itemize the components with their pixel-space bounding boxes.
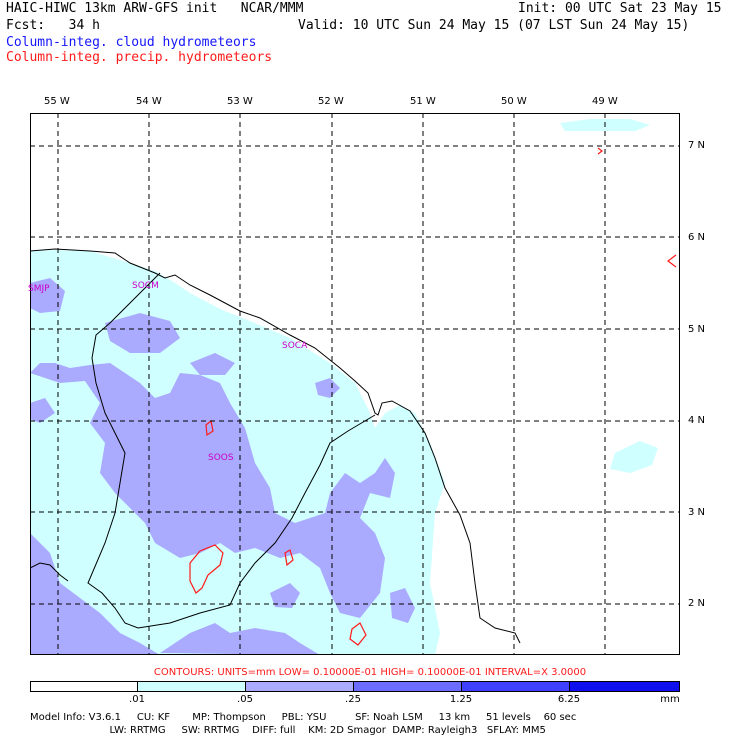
- lon-label-50w: 50 W: [501, 96, 527, 107]
- lon-label-51w: 51 W: [410, 96, 436, 107]
- field-precip-label: Column-integ. precip. hydrometeors: [6, 50, 273, 65]
- lon-label-53w: 53 W: [227, 96, 253, 107]
- lon-label-49w: 49 W: [592, 96, 618, 107]
- model-title: HAIC-HIWC 13km ARW-GFS init NCAR/MMM: [6, 1, 304, 16]
- station-soca: SOCA: [282, 341, 308, 351]
- lon-label-55w: 55 W: [44, 96, 70, 107]
- lat-label-4n: 4 N: [688, 415, 706, 426]
- colorbar-segment-1: [137, 681, 246, 692]
- forecast-hour: Fcst: 34 h: [6, 18, 100, 33]
- lat-label-7n: 7 N: [688, 140, 706, 151]
- colorbar-label-001: .01: [129, 694, 145, 705]
- colorbar-label-005: .05: [237, 694, 253, 705]
- map-frame: [30, 113, 680, 655]
- init-time: Init: 00 UTC Sat 23 May 15: [518, 1, 722, 16]
- colorbar-label-625: 6.25: [557, 694, 581, 705]
- cloud-medium-layer: [30, 278, 415, 655]
- colorbar-segment-2: [245, 681, 354, 692]
- lat-label-6n: 6 N: [688, 232, 706, 243]
- lat-lon-grid: [30, 113, 680, 655]
- lat-label-3n: 3 N: [688, 507, 706, 518]
- station-smjp: SMJP: [28, 284, 50, 294]
- contours-info: CONTOURS: UNITS=mm LOW= 0.10000E-01 HIGH…: [153, 667, 587, 678]
- model-info-line-2: LW: RRTMG SW: RRTMG DIFF: full KM: 2D Sm…: [30, 725, 546, 736]
- station-soos: SOOS: [208, 453, 234, 463]
- precip-contours: [189, 147, 677, 646]
- field-cloud-label: Column-integ. cloud hydrometeors: [6, 35, 257, 50]
- colorbar-label-025: .25: [345, 694, 361, 705]
- colorbar-segment-0: [30, 681, 138, 692]
- colorbar-units: mm: [660, 694, 680, 705]
- hydrometeor-map: [30, 113, 680, 655]
- model-info-line-1: Model Info: V3.6.1 CU: KF MP: Thompson P…: [30, 712, 577, 723]
- lat-label-5n: 5 N: [688, 324, 706, 335]
- colorbar-label-125: 1.25: [449, 694, 473, 705]
- lon-label-54w: 54 W: [136, 96, 162, 107]
- coastlines-borders: [30, 248, 521, 644]
- colorbar-segment-3: [353, 681, 462, 692]
- station-socm: SOCM: [132, 281, 159, 291]
- colorbar-segment-5: [569, 681, 680, 692]
- colorbar-segment-4: [461, 681, 570, 692]
- lon-label-52w: 52 W: [318, 96, 344, 107]
- lat-label-2n: 2 N: [688, 598, 706, 609]
- valid-time: Valid: 10 UTC Sun 24 May 15 (07 LST Sun …: [298, 18, 690, 33]
